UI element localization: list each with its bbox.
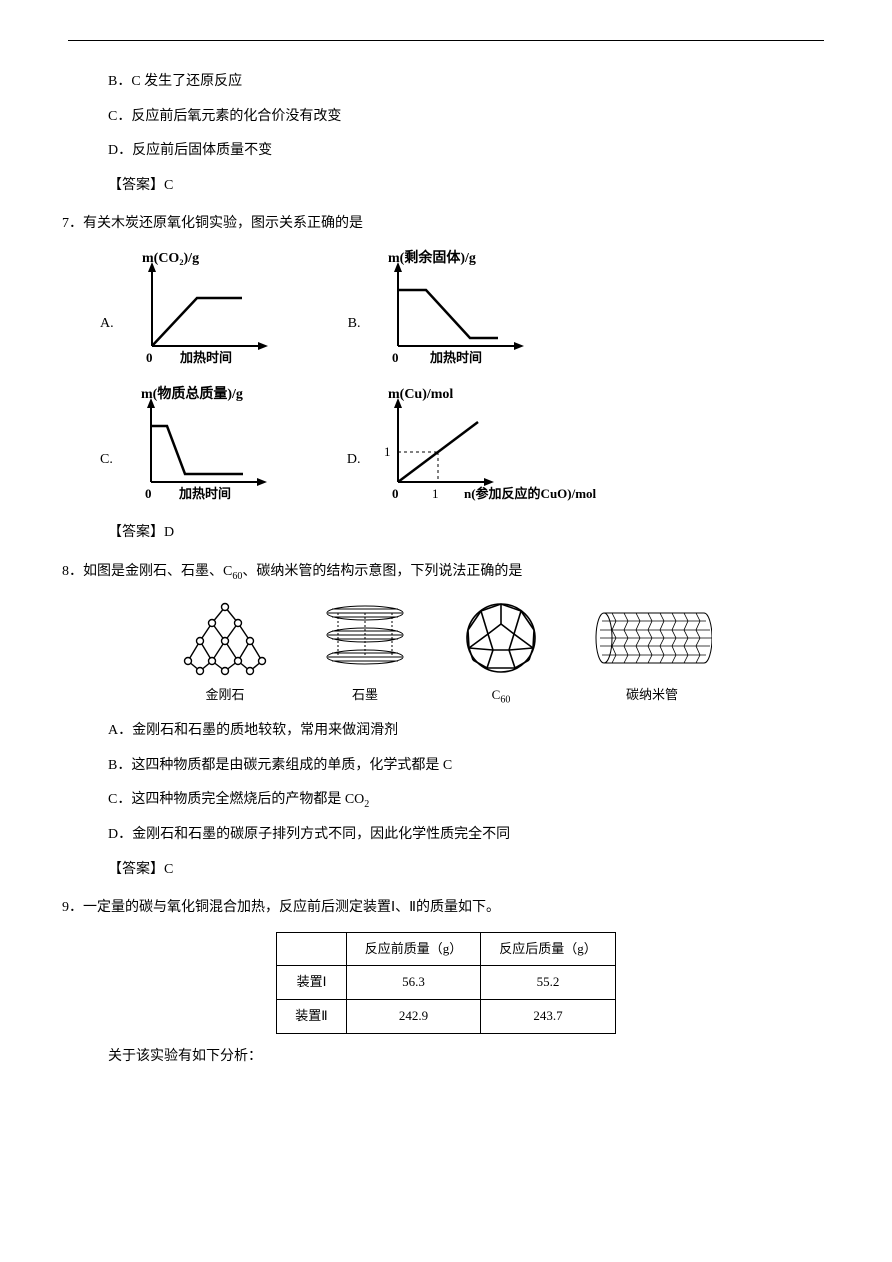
svg-text:n(参加反应的CuO)/mol: n(参加反应的CuO)/mol (464, 486, 597, 501)
cell: 56.3 (346, 966, 481, 1000)
th-blank (277, 932, 346, 966)
q7-charts-row-2: C. m(物质总质量)/g 0 加热时间 D. m(Cu)/mol 1 0 1 … (50, 384, 842, 514)
svg-text:0: 0 (145, 486, 152, 501)
q8-stem-b: 、碳纳米管的结构示意图，下列说法正确的是 (242, 564, 522, 579)
q7-stem: 7．有关木炭还原氧化铜实验，图示关系正确的是 (50, 211, 842, 238)
c60-item: C60 (460, 599, 542, 710)
q7-answer: 【答案】D (50, 520, 842, 547)
c60-label-sub: 60 (500, 695, 510, 706)
q7-opt-c-letter: C. (100, 447, 113, 514)
cell: 242.9 (346, 1000, 481, 1034)
q8-opt-c: C．这四种物质完全燃烧后的产物都是 CO2 (50, 787, 842, 814)
svg-text:0: 0 (392, 486, 399, 501)
svg-text:加热时间: 加热时间 (178, 486, 231, 501)
q7-chart-a: m(CO₂)/g 0 加热时间 (122, 248, 292, 378)
c60-icon (460, 599, 542, 677)
q7-opt-d-letter: D. (347, 447, 361, 514)
q7-chart-b: m(剩余固体)/g 0 加热时间 (368, 248, 558, 378)
cell: 装置Ⅰ (277, 966, 346, 1000)
svg-text:加热时间: 加热时间 (429, 350, 482, 365)
q8-opt-c-sub: 2 (364, 799, 369, 810)
table-row: 装置Ⅱ 242.9 243.7 (277, 1000, 615, 1034)
cell: 装置Ⅱ (277, 1000, 346, 1034)
q6-opt-c: C．反应前后氧元素的化合价没有改变 (50, 104, 842, 131)
graphite-label: 石墨 (352, 683, 378, 708)
q7-opt-b-letter: B. (348, 311, 361, 378)
q8-opt-b: B．这四种物质都是由碳元素组成的单质，化学式都是 C (50, 753, 842, 780)
graphite-icon (320, 599, 410, 677)
q7-charts-row-1: A. m(CO₂)/g 0 加热时间 B. m(剩余固体)/g 0 加热时间 (50, 248, 842, 378)
q8-answer: 【答案】C (50, 857, 842, 884)
carbon-structures: 金刚石 石墨 (50, 599, 842, 710)
svg-text:加热时间: 加热时间 (179, 350, 232, 365)
q6-answer: 【答案】C (50, 173, 842, 200)
svg-text:m(物质总质量)/g: m(物质总质量)/g (141, 385, 243, 402)
q9-table: 反应前质量（g） 反应后质量（g） 装置Ⅰ 56.3 55.2 装置Ⅱ 242.… (276, 932, 615, 1034)
cell: 55.2 (481, 966, 616, 1000)
q8-opt-d: D．金刚石和石墨的碳原子排列方式不同，因此化学性质完全不同 (50, 822, 842, 849)
q9-tail: 关于该实验有如下分析： (50, 1044, 842, 1071)
th-after: 反应后质量（g） (481, 932, 616, 966)
diamond-item: 金刚石 (180, 599, 270, 710)
q8-opt-c-a: C．这四种物质完全燃烧后的产物都是 CO (108, 792, 364, 807)
c60-label: C60 (492, 683, 511, 710)
svg-text:m(CO₂)/g: m(CO₂)/g (142, 251, 199, 266)
q7-opt-a-letter: A. (100, 311, 114, 378)
svg-text:0: 0 (146, 350, 153, 365)
svg-text:1: 1 (432, 486, 439, 501)
q8-stem-sub: 60 (232, 570, 242, 581)
q9-stem: 9．一定量的碳与氧化铜混合加热，反应前后测定装置Ⅰ、Ⅱ的质量如下。 (50, 895, 842, 922)
nanotube-label: 碳纳米管 (626, 683, 678, 708)
q7-chart-d: m(Cu)/mol 1 0 1 n(参加反应的CuO)/mol (368, 384, 628, 514)
diamond-label: 金刚石 (205, 683, 244, 708)
graphite-item: 石墨 (320, 599, 410, 710)
diamond-icon (180, 599, 270, 677)
q8-opt-a: A．金刚石和石墨的质地较软，常用来做润滑剂 (50, 718, 842, 745)
th-before: 反应前质量（g） (346, 932, 481, 966)
top-rule (68, 40, 824, 41)
svg-text:1: 1 (384, 444, 391, 459)
svg-text:0: 0 (392, 350, 399, 365)
svg-text:m(剩余固体)/g: m(剩余固体)/g (388, 249, 476, 266)
q6-opt-d: D．反应前后固体质量不变 (50, 138, 842, 165)
table-row: 装置Ⅰ 56.3 55.2 (277, 966, 615, 1000)
nanotube-item: 碳纳米管 (592, 599, 712, 710)
q8-stem-a: 8．如图是金刚石、石墨、C (62, 564, 232, 579)
nanotube-icon (592, 599, 712, 677)
q8-stem: 8．如图是金刚石、石墨、C60、碳纳米管的结构示意图，下列说法正确的是 (50, 559, 842, 586)
q7-chart-c: m(物质总质量)/g 0 加热时间 (121, 384, 291, 514)
q6-opt-b: B．C 发生了还原反应 (50, 69, 842, 96)
cell: 243.7 (481, 1000, 616, 1034)
